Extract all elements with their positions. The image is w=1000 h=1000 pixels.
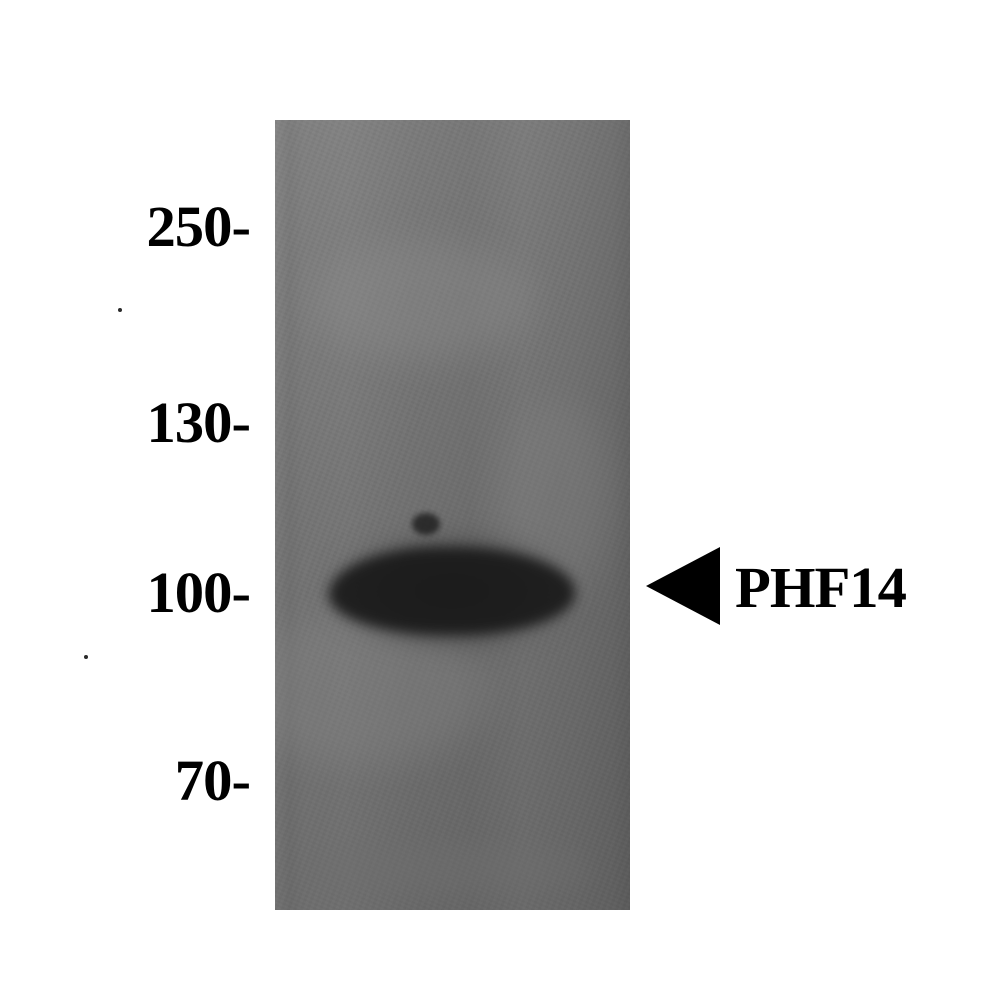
- protein-band: [329, 548, 575, 634]
- band-pointer-icon: [646, 547, 720, 625]
- mw-marker-value: 70: [175, 748, 232, 813]
- film-speck: [84, 655, 88, 659]
- film-speck: [118, 308, 122, 312]
- blot-speck: [412, 513, 440, 535]
- protein-label: PHF14: [735, 554, 906, 621]
- mw-marker-dash: -: [231, 748, 250, 813]
- mw-marker-dash: -: [231, 194, 250, 259]
- faint-band: [312, 846, 592, 891]
- mw-marker-dash: -: [231, 560, 250, 625]
- mw-marker-value: 250: [146, 194, 231, 259]
- blot-lane: [275, 120, 630, 910]
- blot-smudge: [310, 240, 530, 360]
- mw-marker-value: 100: [146, 560, 231, 625]
- mw-marker-label: 250-: [146, 193, 250, 260]
- mw-marker-label: 70-: [175, 747, 250, 814]
- mw-marker-label: 130-: [146, 389, 250, 456]
- mw-marker-dash: -: [231, 390, 250, 455]
- mw-marker-value: 130: [146, 390, 231, 455]
- figure-root: 250- 130- 100- 70- PHF14: [0, 0, 1000, 1000]
- mw-marker-label: 100-: [146, 559, 250, 626]
